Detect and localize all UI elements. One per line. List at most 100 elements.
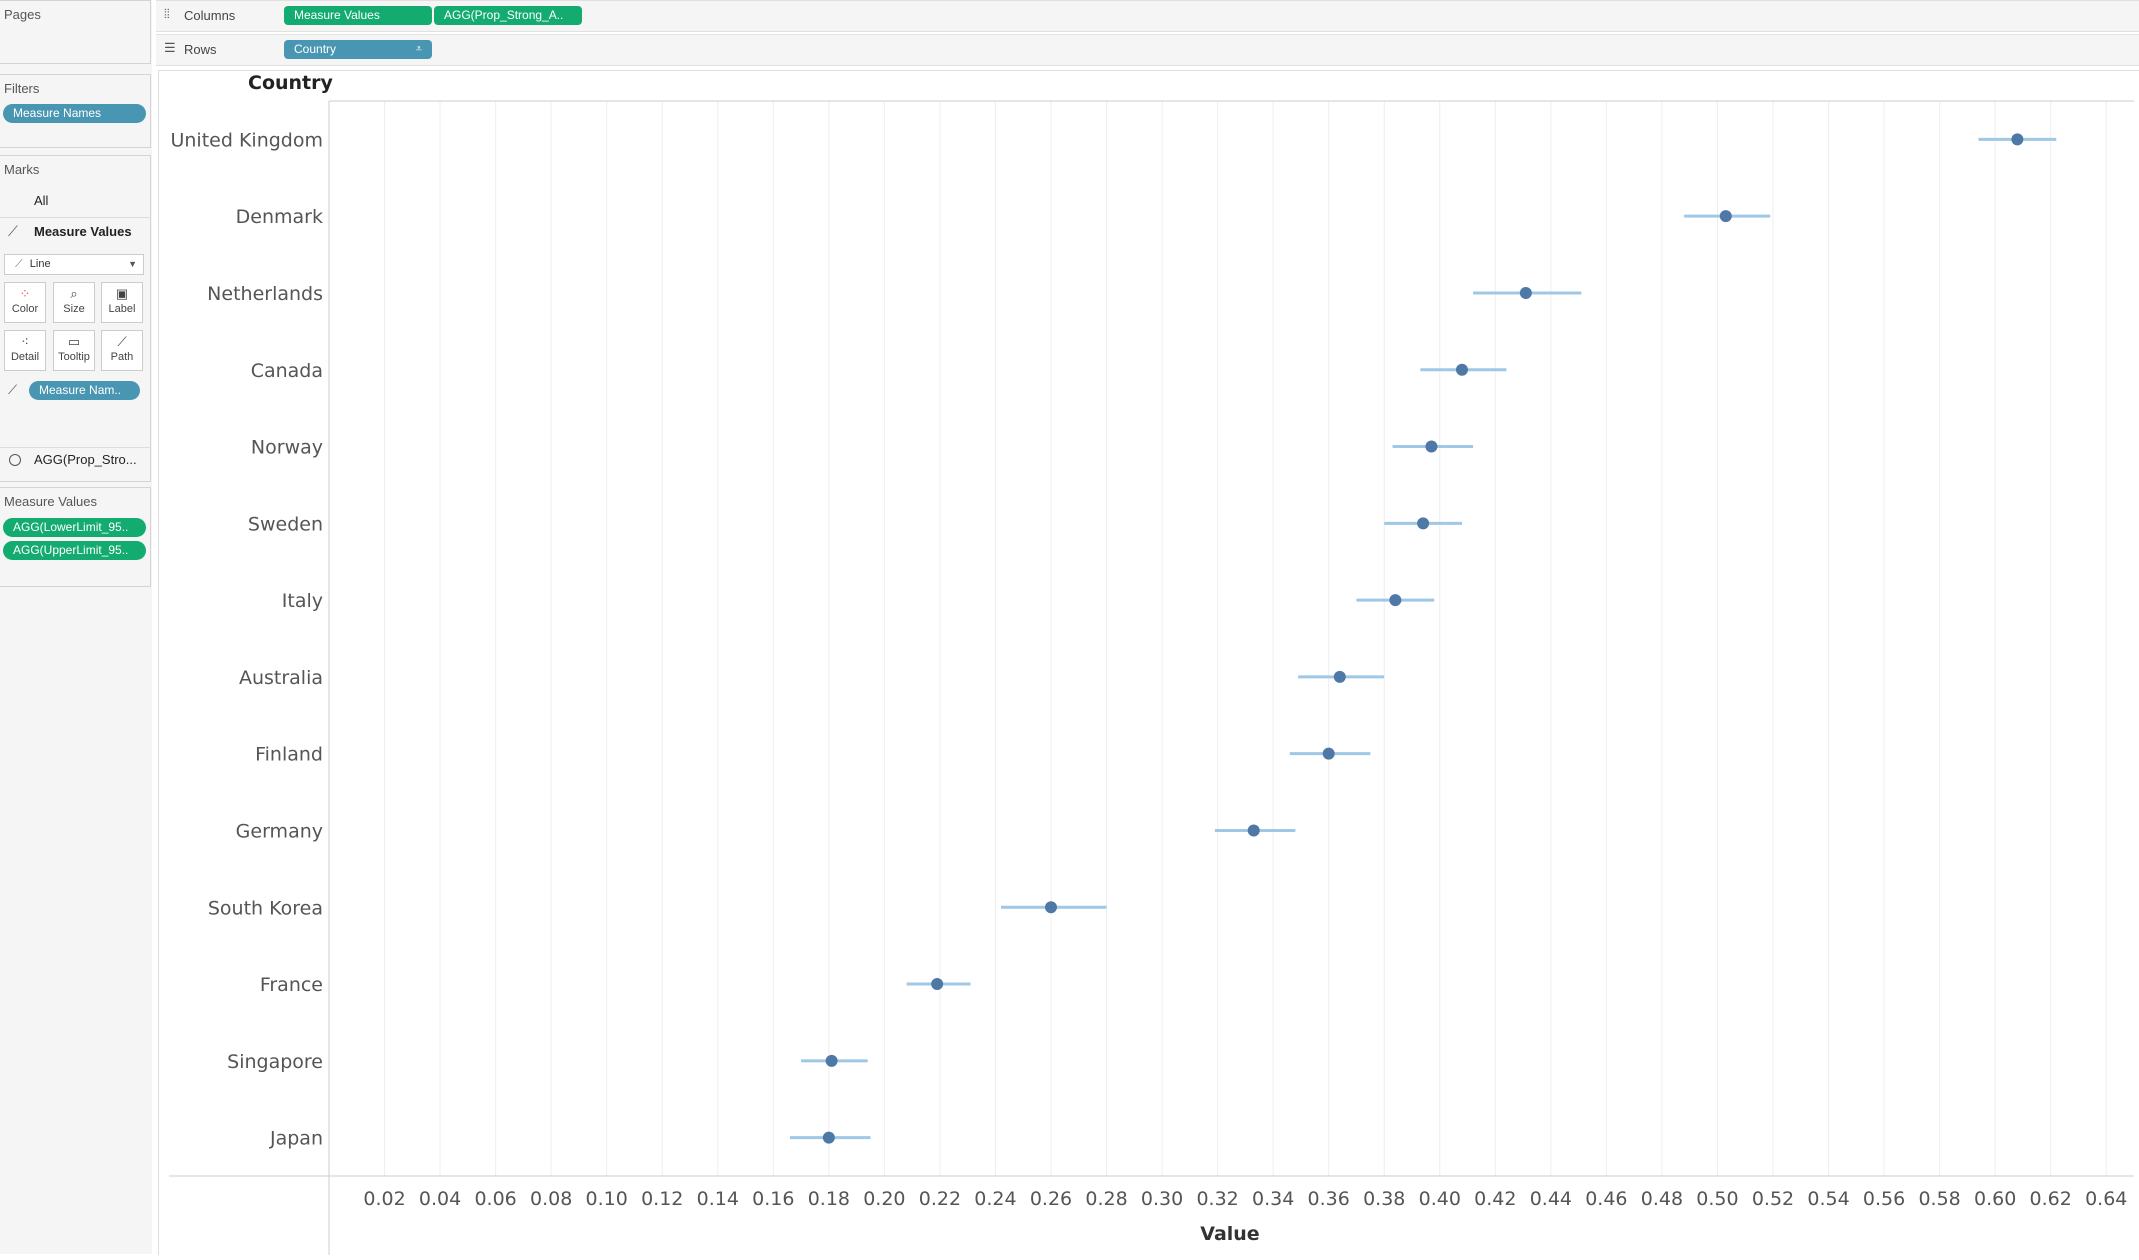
size-label: Size <box>63 303 85 315</box>
rows-pill-label: Country <box>294 42 337 56</box>
measure-pill-upper[interactable]: AGG(UpperLimit_95.. <box>3 541 146 560</box>
size-button[interactable]: ⌕ Size <box>53 282 95 323</box>
measure-pill-lower[interactable]: AGG(LowerLimit_95.. <box>3 518 146 537</box>
x-tick-label: 0.42 <box>1474 1188 1516 1210</box>
rows-shelf[interactable]: ☰ Rows Country ⩡ <box>156 34 2139 66</box>
columns-pill-measure-values[interactable]: Measure Values <box>284 6 432 25</box>
measure-values-title: Measure Values <box>4 494 97 509</box>
row-label: Norway <box>251 437 323 459</box>
x-tick-label: 0.54 <box>1807 1188 1849 1210</box>
point-mark <box>1425 440 1438 453</box>
tooltip-label: Tooltip <box>58 351 90 363</box>
x-tick-label: 0.48 <box>1641 1188 1683 1210</box>
label-button[interactable]: ▣ Label <box>101 282 143 323</box>
point-mark <box>825 1054 838 1067</box>
label-icon: ▣ <box>115 286 129 301</box>
mark-type-dropdown[interactable]: ⟋ Line ▼ <box>4 254 144 275</box>
x-tick-label: 0.22 <box>919 1188 961 1210</box>
color-button[interactable]: ⁘ Color <box>4 282 46 323</box>
x-tick-label: 0.58 <box>1918 1188 1960 1210</box>
path-button[interactable]: ⟋ Path <box>101 330 143 371</box>
x-tick-label: 0.40 <box>1419 1188 1461 1210</box>
detail-label: Detail <box>10 351 40 363</box>
columns-icon: ⦙⦙ <box>164 6 170 21</box>
path-label: Path <box>110 351 134 363</box>
point-mark <box>1045 901 1057 914</box>
x-tick-label: 0.04 <box>419 1188 461 1210</box>
point-mark <box>1455 363 1468 376</box>
row-label: Finland <box>255 744 323 766</box>
filters-title: Filters <box>4 81 40 96</box>
x-tick-label: 0.26 <box>1030 1188 1072 1210</box>
circle-icon <box>9 454 21 466</box>
row-label: Germany <box>236 820 323 842</box>
x-tick-label: 0.08 <box>530 1188 572 1210</box>
chart: Country 0.02 0.04 0.06 0.08 0.10 0.12 0.14 0.16 0… <box>169 72 2134 1255</box>
x-axis-label: Value <box>1200 1223 1259 1245</box>
point-mark <box>1389 594 1402 607</box>
x-tick-label: 0.36 <box>1308 1188 1350 1210</box>
marks-measure-values-tab[interactable]: Measure Values <box>34 224 132 239</box>
x-tick-label: 0.32 <box>1196 1188 1238 1210</box>
x-tick-label: 0.10 <box>586 1188 628 1210</box>
x-tick-label: 0.38 <box>1363 1188 1405 1210</box>
detail-button[interactable]: ⁖ Detail <box>4 330 46 371</box>
x-tick-label: 0.62 <box>2030 1188 2072 1210</box>
row-label: Netherlands <box>207 283 323 305</box>
row-label: Sweden <box>248 513 323 535</box>
point-mark <box>931 978 944 991</box>
x-tick-label: 0.52 <box>1752 1188 1794 1210</box>
sort-icon: ⩡ <box>415 43 422 55</box>
path-pill-measure-names[interactable]: Measure Nam.. <box>29 381 140 400</box>
row-label: Canada <box>251 360 323 382</box>
row-label: Japan <box>269 1128 323 1150</box>
filter-pill-measure-names[interactable]: Measure Names <box>3 104 146 123</box>
row-label: United Kingdom <box>170 129 323 151</box>
rows-pill-country[interactable]: Country ⩡ <box>284 40 432 59</box>
point-mark <box>822 1131 835 1144</box>
filters-card: Filters Measure Names <box>0 74 151 148</box>
point-mark <box>1322 747 1335 760</box>
x-tick-label: 0.18 <box>808 1188 850 1210</box>
x-tick-label: 0.44 <box>1530 1188 1572 1210</box>
detail-icon: ⁖ <box>21 334 29 349</box>
marks-all-tab[interactable]: All <box>34 193 49 208</box>
x-tick-label: 0.46 <box>1585 1188 1627 1210</box>
mark-type-line-icon: ⟋ <box>15 258 23 270</box>
line-icon: ⟋ <box>8 223 18 239</box>
point-mark <box>1519 286 1532 299</box>
label-label: Label <box>108 303 136 315</box>
rows-icon: ☰ <box>164 40 176 55</box>
path-line-icon: ⟋ <box>8 382 18 397</box>
pages-title: Pages <box>4 7 41 22</box>
marks-title: Marks <box>4 162 40 177</box>
x-tick-label: 0.06 <box>474 1188 516 1210</box>
viz-area: Country 0.02 0.04 0.06 0.08 0.10 0.12 0.14 0.16 0… <box>158 70 2139 1255</box>
measure-values-card: Measure Values AGG(LowerLimit_95.. AGG(U… <box>0 487 151 587</box>
size-icon: ⌕ <box>70 286 78 301</box>
tooltip-button[interactable]: ▭ Tooltip <box>53 330 95 371</box>
marks-divider <box>0 217 150 218</box>
x-tick-label: 0.50 <box>1696 1188 1738 1210</box>
columns-label: Columns <box>184 8 236 23</box>
row-label: South Korea <box>208 897 323 919</box>
x-tick-label: 0.28 <box>1085 1188 1127 1210</box>
x-tick-label: 0.60 <box>1974 1188 2016 1210</box>
columns-shelf[interactable]: ⦙⦙ Columns Measure Values AGG(Prop_Stron… <box>156 0 2139 32</box>
x-tick-label: 0.30 <box>1141 1188 1183 1210</box>
tooltip-icon: ▭ <box>67 334 81 349</box>
marks-agg-tab[interactable]: AGG(Prop_Stro... <box>34 452 137 467</box>
marks-divider-2 <box>0 447 150 448</box>
x-tick-label: 0.16 <box>752 1188 794 1210</box>
x-tick-label: 0.34 <box>1252 1188 1294 1210</box>
color-icon: ⁘ <box>19 286 31 301</box>
x-tick-label: 0.56 <box>1863 1188 1905 1210</box>
row-label: Italy <box>282 590 323 612</box>
rows-label: Rows <box>184 42 217 57</box>
x-tick-label: 0.12 <box>641 1188 683 1210</box>
row-label: Singapore <box>227 1051 323 1073</box>
columns-pill-agg[interactable]: AGG(Prop_Strong_A.. <box>434 6 582 25</box>
x-tick-label: 0.14 <box>697 1188 739 1210</box>
path-icon: ⟋ <box>117 334 127 349</box>
x-tick-label: 0.24 <box>974 1188 1016 1210</box>
